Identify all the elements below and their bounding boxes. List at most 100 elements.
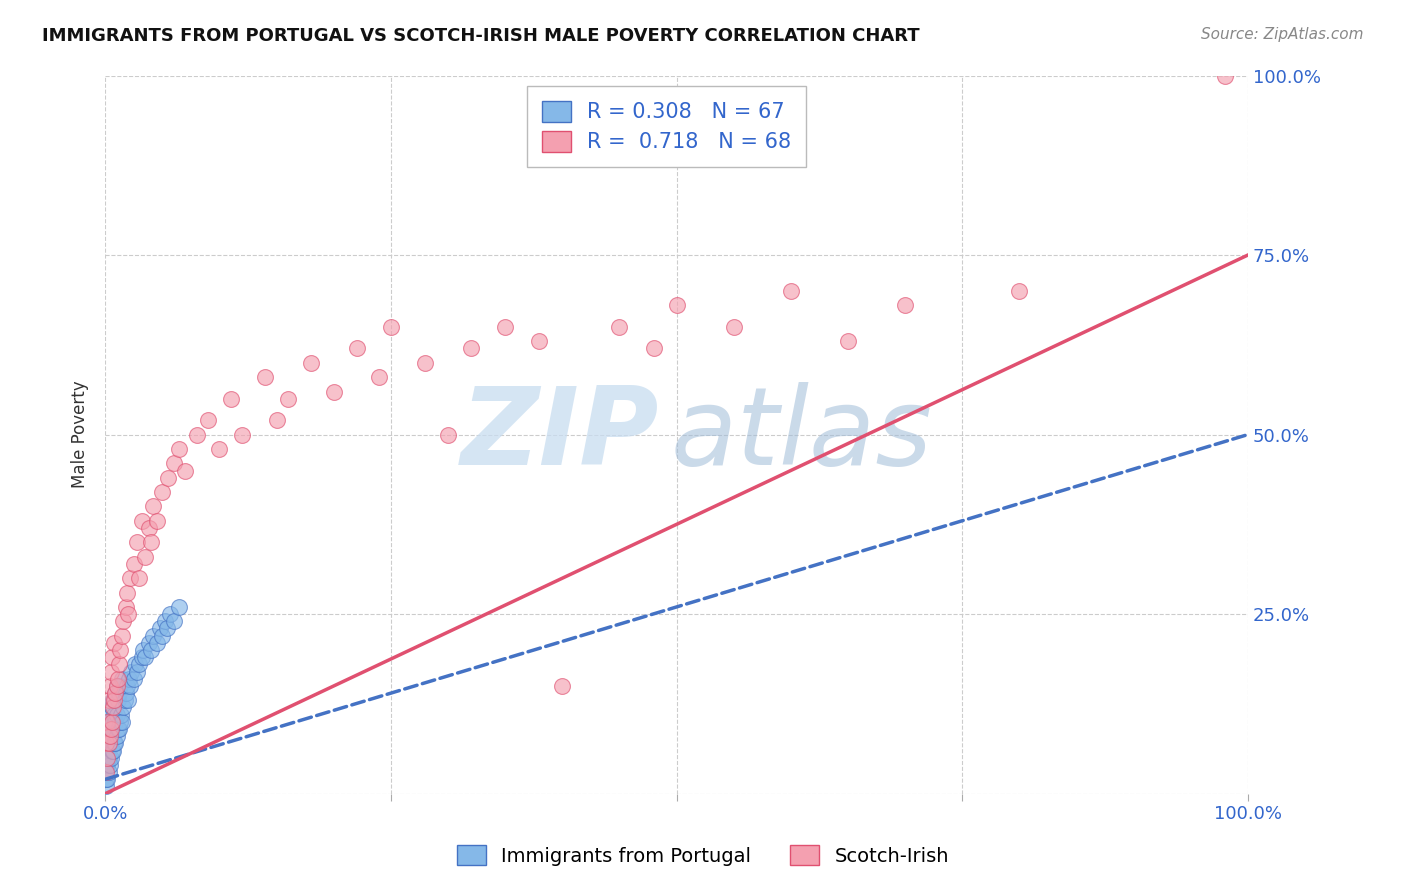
Point xyxy=(101,743,124,757)
Point xyxy=(101,722,124,736)
Point xyxy=(115,585,138,599)
Point xyxy=(169,599,191,614)
Point xyxy=(96,765,118,780)
Point xyxy=(138,521,160,535)
Point xyxy=(111,629,134,643)
Legend: R = 0.308   N = 67, R =  0.718   N = 68: R = 0.308 N = 67, R = 0.718 N = 68 xyxy=(527,86,806,167)
Point xyxy=(779,284,801,298)
Point xyxy=(103,736,125,750)
Point xyxy=(277,392,299,406)
Point xyxy=(723,319,745,334)
Point xyxy=(231,427,253,442)
Point xyxy=(101,700,124,714)
Point xyxy=(96,729,118,743)
Point xyxy=(149,622,172,636)
Point xyxy=(150,629,173,643)
Point xyxy=(174,463,197,477)
Point xyxy=(127,665,149,679)
Point xyxy=(266,413,288,427)
Point xyxy=(134,650,156,665)
Point xyxy=(368,370,391,384)
Point xyxy=(108,679,131,693)
Point xyxy=(107,672,129,686)
Point xyxy=(208,442,231,456)
Text: IMMIGRANTS FROM PORTUGAL VS SCOTCH-IRISH MALE POVERTY CORRELATION CHART: IMMIGRANTS FROM PORTUGAL VS SCOTCH-IRISH… xyxy=(42,27,920,45)
Point xyxy=(100,722,122,736)
Point xyxy=(105,679,128,693)
Point xyxy=(665,298,688,312)
Point xyxy=(96,772,118,787)
Point xyxy=(142,500,165,514)
Point xyxy=(551,679,574,693)
Point xyxy=(121,665,143,679)
Point xyxy=(96,743,118,757)
Point xyxy=(103,714,125,729)
Point xyxy=(197,413,219,427)
Point xyxy=(159,607,181,621)
Point xyxy=(837,334,859,349)
Point xyxy=(117,693,139,707)
Point xyxy=(157,471,180,485)
Point xyxy=(96,743,118,757)
Point xyxy=(96,772,118,787)
Point xyxy=(122,672,145,686)
Point xyxy=(124,657,146,672)
Text: atlas: atlas xyxy=(671,382,932,487)
Point xyxy=(120,679,142,693)
Point xyxy=(131,650,153,665)
Point xyxy=(103,743,125,757)
Point xyxy=(98,679,121,693)
Point xyxy=(100,665,122,679)
Point xyxy=(131,514,153,528)
Point xyxy=(98,722,121,736)
Legend: Immigrants from Portugal, Scotch-Irish: Immigrants from Portugal, Scotch-Irish xyxy=(449,838,957,873)
Point xyxy=(112,615,135,629)
Point xyxy=(643,342,665,356)
Point xyxy=(156,622,179,636)
Point xyxy=(115,679,138,693)
Point xyxy=(98,736,121,750)
Point xyxy=(101,650,124,665)
Point xyxy=(97,693,120,707)
Point xyxy=(529,334,551,349)
Text: ZIP: ZIP xyxy=(461,382,659,488)
Point xyxy=(96,714,118,729)
Point xyxy=(153,615,176,629)
Point xyxy=(98,758,121,772)
Point xyxy=(110,707,132,722)
Point xyxy=(103,636,125,650)
Point xyxy=(97,751,120,765)
Point xyxy=(163,456,186,470)
Point xyxy=(104,714,127,729)
Point xyxy=(100,751,122,765)
Point xyxy=(138,636,160,650)
Point xyxy=(460,342,482,356)
Point xyxy=(108,657,131,672)
Point xyxy=(103,700,125,714)
Point xyxy=(122,557,145,571)
Point xyxy=(128,571,150,585)
Point xyxy=(413,356,436,370)
Point xyxy=(494,319,516,334)
Point xyxy=(128,657,150,672)
Point xyxy=(100,729,122,743)
Point xyxy=(118,672,141,686)
Point xyxy=(894,298,917,312)
Point xyxy=(145,636,167,650)
Point xyxy=(104,686,127,700)
Point xyxy=(111,672,134,686)
Point xyxy=(254,370,277,384)
Point xyxy=(117,607,139,621)
Point xyxy=(108,643,131,657)
Point xyxy=(169,442,191,456)
Point xyxy=(104,686,127,700)
Point xyxy=(107,693,129,707)
Point xyxy=(98,729,121,743)
Point xyxy=(114,599,136,614)
Point xyxy=(112,700,135,714)
Point xyxy=(346,342,368,356)
Point xyxy=(145,514,167,528)
Point xyxy=(107,722,129,736)
Point xyxy=(96,751,118,765)
Point xyxy=(101,714,124,729)
